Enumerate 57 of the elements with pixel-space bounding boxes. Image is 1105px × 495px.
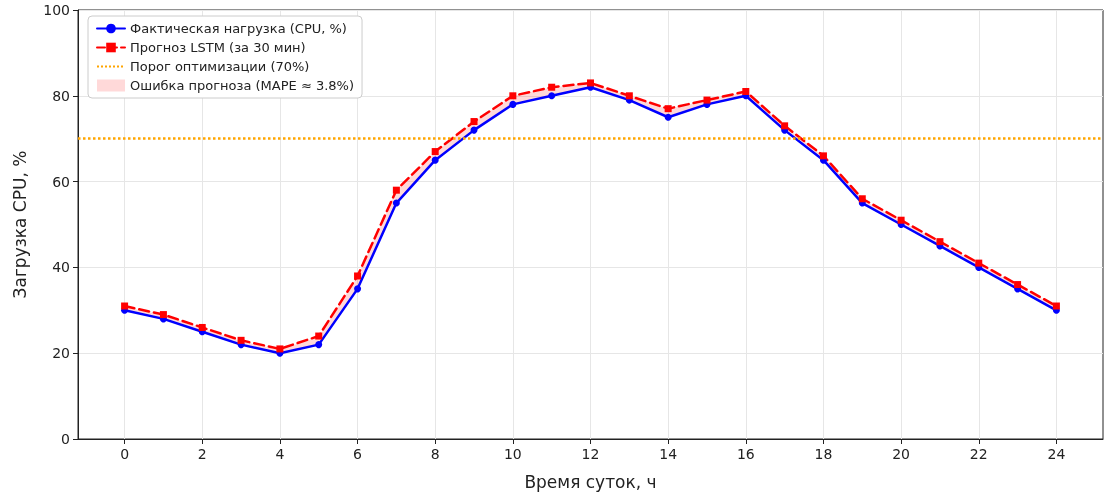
x-tick-label: 24: [1047, 446, 1066, 462]
legend-label: Фактическая нагрузка (CPU, %): [130, 21, 347, 36]
point: [975, 259, 983, 267]
legend-label: Прогноз LSTM (за 30 мин): [130, 40, 306, 55]
x-tick-label: 18: [814, 446, 833, 462]
point: [509, 100, 517, 108]
point: [509, 92, 517, 100]
point: [470, 118, 478, 126]
x-tick-label: 6: [353, 446, 363, 462]
point: [392, 186, 400, 194]
point: [819, 152, 827, 160]
y-axis-title: Загрузка CPU, %: [9, 150, 30, 299]
point: [548, 92, 556, 100]
annotation: Ошибка прогноза (MAPE ≈ 3.8%): [130, 78, 355, 93]
y-tick-label: 20: [52, 345, 70, 362]
x-tick-label: 14: [659, 446, 678, 462]
point: [664, 105, 672, 113]
x-axis-title: Время суток, ч: [524, 471, 657, 492]
x-tick-label: 16: [736, 446, 755, 462]
y-tick-label: 80: [52, 87, 70, 104]
point: [936, 238, 944, 246]
x-tick-label: 8: [430, 446, 440, 462]
legend-label: Порог оптимизации (70%): [130, 59, 310, 74]
y-tick-label: 100: [43, 2, 70, 18]
point: [781, 122, 789, 130]
point: [1014, 281, 1022, 289]
point: [237, 336, 245, 344]
x-tick-label: 2: [197, 446, 207, 462]
y-tick-label: 40: [52, 259, 70, 276]
y-tick-label: 60: [52, 173, 70, 190]
point: [548, 83, 556, 91]
x-tick-label: 22: [969, 446, 988, 462]
point: [664, 113, 672, 121]
point: [392, 199, 400, 207]
point: [858, 195, 866, 203]
point: [897, 216, 905, 224]
x-tick-label: 10: [503, 446, 522, 462]
point: [276, 345, 284, 353]
point: [354, 285, 362, 293]
point: [625, 92, 633, 100]
point: [742, 88, 750, 96]
point: [1052, 302, 1060, 310]
point: [703, 96, 711, 104]
point: [587, 79, 594, 87]
x-tick-label: 12: [581, 446, 600, 462]
point: [121, 302, 129, 310]
x-tick-label: 20: [892, 446, 911, 462]
x-tick-label: 0: [120, 446, 130, 462]
point: [315, 341, 323, 349]
y-tick-label: 0: [61, 431, 70, 447]
x-tick-label: 4: [275, 446, 285, 462]
point: [431, 148, 439, 156]
point: [315, 332, 323, 340]
point: [198, 323, 206, 331]
point: [159, 311, 167, 319]
point: [354, 272, 362, 280]
point: [431, 156, 439, 164]
